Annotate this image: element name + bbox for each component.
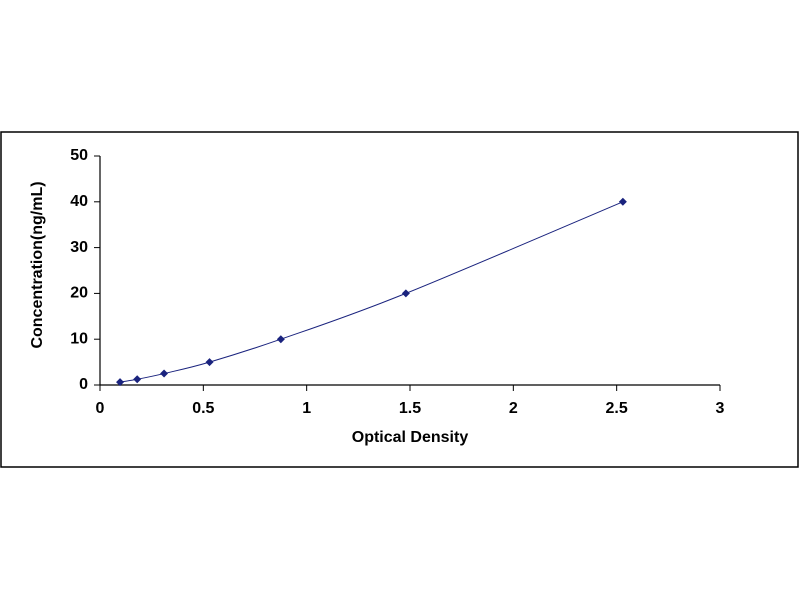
- y-tick-label: 10: [70, 330, 88, 347]
- data-point: [116, 378, 125, 387]
- data-point: [160, 369, 169, 378]
- x-tick-label: 2: [509, 400, 518, 417]
- x-tick-label: 3: [716, 400, 725, 417]
- y-tick-label: 0: [79, 376, 88, 393]
- x-tick-label: 0.5: [192, 400, 214, 417]
- x-tick-label: 0: [96, 400, 105, 417]
- y-tick-label: 50: [70, 147, 88, 164]
- chart-frame: [0, 131, 799, 468]
- x-tick-label: 1: [302, 400, 311, 417]
- y-axis-label: Concentration(ng/mL): [29, 181, 46, 348]
- y-tick-label: 30: [70, 239, 88, 256]
- x-tick-label: 1.5: [399, 400, 421, 417]
- data-point: [276, 335, 285, 344]
- y-tick-label: 20: [70, 285, 88, 302]
- data-point: [401, 289, 410, 298]
- x-tick-label: 2.5: [606, 400, 628, 417]
- y-tick-label: 40: [70, 193, 88, 210]
- data-point: [205, 358, 214, 367]
- data-point: [133, 375, 142, 384]
- x-axis-label: Optical Density: [352, 429, 469, 446]
- data-point: [618, 197, 627, 206]
